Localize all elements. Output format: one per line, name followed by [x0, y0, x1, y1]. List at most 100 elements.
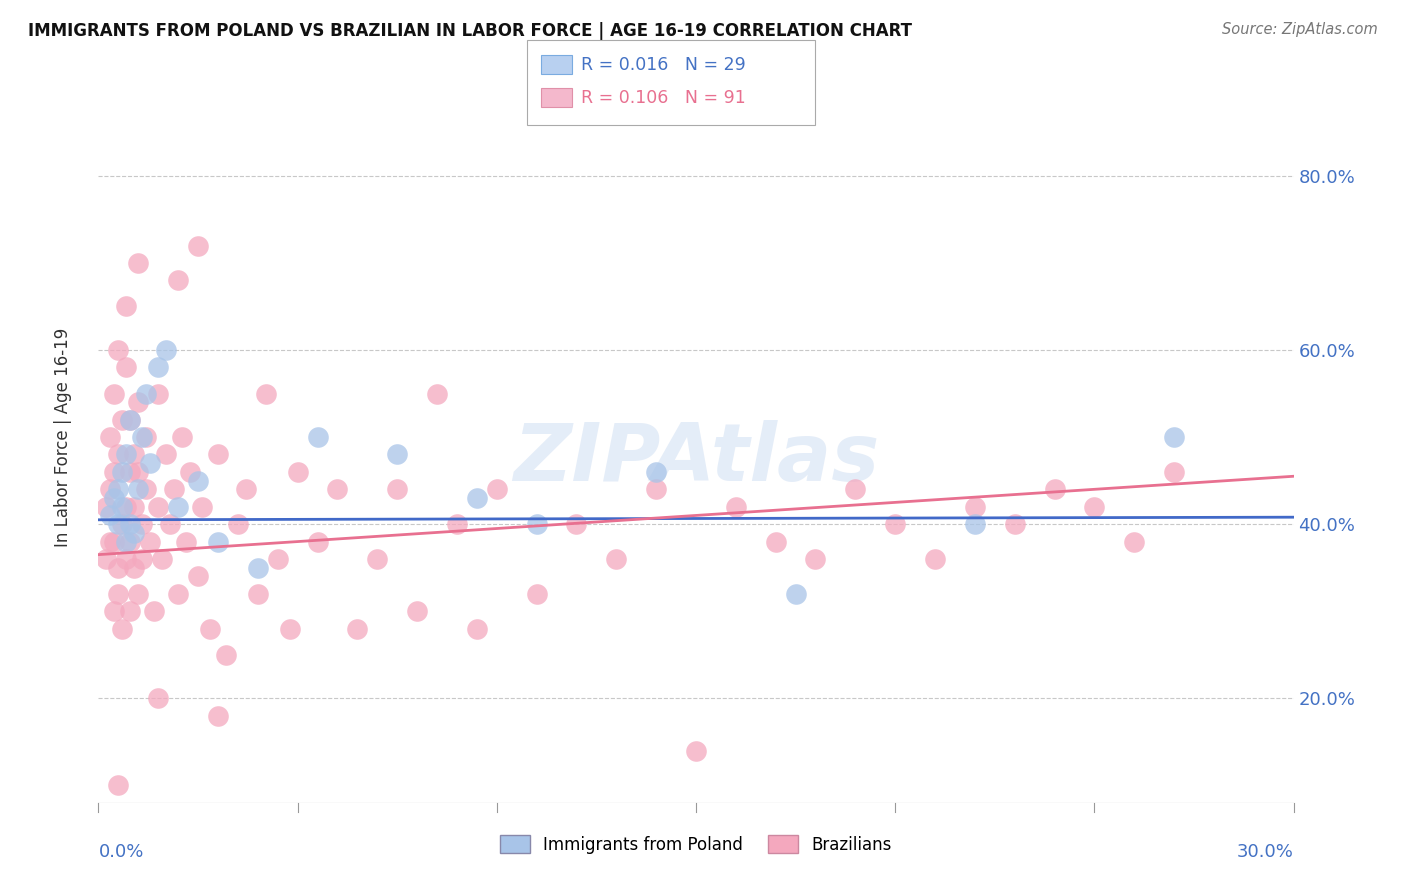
- Point: [1163, 465, 1185, 479]
- Point: [307, 534, 329, 549]
- Point: [235, 483, 257, 497]
- Point: [187, 569, 209, 583]
- Point: [120, 604, 142, 618]
- Point: [120, 517, 142, 532]
- Point: [844, 483, 866, 497]
- Point: [246, 587, 269, 601]
- Point: [143, 604, 166, 618]
- Point: [135, 483, 157, 497]
- Point: [96, 500, 118, 514]
- Point: [1163, 430, 1185, 444]
- Text: Source: ZipAtlas.com: Source: ZipAtlas.com: [1222, 22, 1378, 37]
- Point: [115, 534, 138, 549]
- Point: [148, 386, 170, 401]
- Point: [172, 430, 194, 444]
- Text: 0.0%: 0.0%: [98, 843, 143, 861]
- Point: [98, 508, 122, 523]
- Point: [198, 622, 221, 636]
- Point: [124, 525, 146, 540]
- Point: [103, 465, 125, 479]
- Point: [1043, 483, 1066, 497]
- Point: [103, 534, 125, 549]
- Point: [155, 448, 177, 462]
- Point: [120, 465, 142, 479]
- Point: [107, 448, 129, 462]
- Point: [148, 360, 170, 375]
- Point: [526, 517, 548, 532]
- Point: [107, 483, 129, 497]
- Point: [124, 500, 146, 514]
- Point: [107, 587, 129, 601]
- Point: [107, 517, 129, 532]
- Text: In Labor Force | Age 16-19: In Labor Force | Age 16-19: [53, 327, 72, 547]
- Point: [111, 500, 134, 514]
- Point: [278, 622, 301, 636]
- Point: [215, 648, 238, 662]
- Point: [98, 483, 122, 497]
- Point: [159, 517, 181, 532]
- Point: [307, 430, 329, 444]
- Point: [107, 343, 129, 357]
- Point: [385, 448, 409, 462]
- Point: [131, 552, 153, 566]
- Point: [406, 604, 429, 618]
- Point: [155, 343, 177, 357]
- Point: [785, 587, 807, 601]
- Point: [565, 517, 588, 532]
- Point: [103, 386, 125, 401]
- Point: [1083, 500, 1105, 514]
- Point: [120, 534, 142, 549]
- Point: [127, 587, 149, 601]
- Point: [267, 552, 290, 566]
- Point: [765, 534, 787, 549]
- Point: [254, 386, 277, 401]
- Point: [226, 517, 249, 532]
- Point: [127, 395, 149, 409]
- Point: [115, 448, 138, 462]
- Point: [1004, 517, 1026, 532]
- Point: [287, 465, 309, 479]
- Point: [135, 386, 157, 401]
- Point: [167, 273, 190, 287]
- Point: [148, 691, 170, 706]
- Point: [326, 483, 349, 497]
- Point: [131, 430, 153, 444]
- Point: [120, 412, 142, 426]
- Point: [163, 483, 186, 497]
- Point: [120, 412, 142, 426]
- Point: [526, 587, 548, 601]
- Point: [98, 430, 122, 444]
- Point: [98, 534, 122, 549]
- Point: [107, 560, 129, 574]
- Point: [115, 300, 138, 314]
- Point: [465, 491, 488, 505]
- Point: [111, 517, 134, 532]
- Point: [111, 412, 134, 426]
- Point: [103, 604, 125, 618]
- Point: [124, 448, 146, 462]
- Point: [111, 622, 134, 636]
- Point: [1123, 534, 1146, 549]
- Point: [187, 238, 209, 252]
- Text: R = 0.016   N = 29: R = 0.016 N = 29: [581, 56, 745, 74]
- Point: [107, 778, 129, 792]
- Point: [111, 465, 134, 479]
- Point: [645, 483, 668, 497]
- Point: [127, 483, 149, 497]
- Point: [150, 552, 173, 566]
- Point: [115, 500, 138, 514]
- Point: [131, 517, 153, 532]
- Legend: Immigrants from Poland, Brazilians: Immigrants from Poland, Brazilians: [494, 829, 898, 860]
- Point: [115, 360, 138, 375]
- Point: [963, 500, 986, 514]
- Point: [804, 552, 827, 566]
- Point: [385, 483, 409, 497]
- Point: [924, 552, 946, 566]
- Point: [148, 500, 170, 514]
- Point: [124, 560, 146, 574]
- Point: [485, 483, 508, 497]
- Point: [191, 500, 214, 514]
- Point: [96, 552, 118, 566]
- Point: [366, 552, 388, 566]
- Text: IMMIGRANTS FROM POLAND VS BRAZILIAN IN LABOR FORCE | AGE 16-19 CORRELATION CHART: IMMIGRANTS FROM POLAND VS BRAZILIAN IN L…: [28, 22, 912, 40]
